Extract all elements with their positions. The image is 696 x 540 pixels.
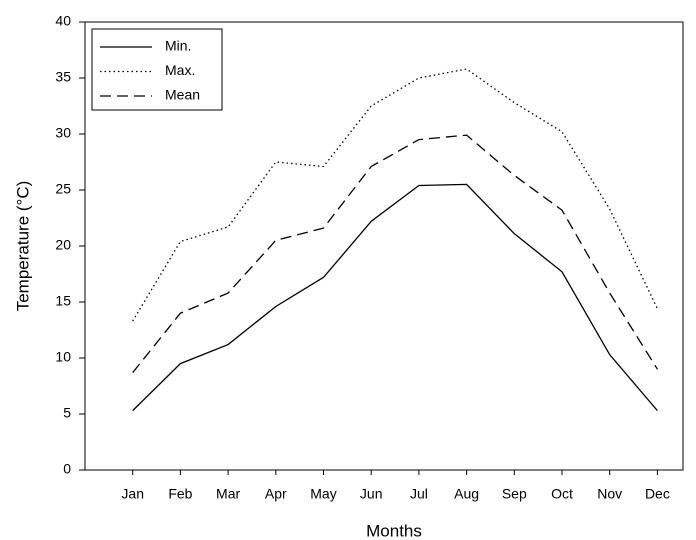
- x-tick-label: Jul: [410, 486, 428, 502]
- x-tick-label: Jun: [360, 486, 383, 502]
- y-tick-label: 15: [55, 293, 71, 309]
- y-tick-label: 5: [63, 405, 71, 421]
- y-tick-label: 10: [55, 349, 71, 365]
- x-tick-label: Sep: [502, 486, 527, 502]
- y-tick-label: 0: [63, 461, 71, 477]
- series-line: [132, 134, 658, 373]
- y-tick-label: 30: [55, 125, 71, 141]
- y-tick-label: 35: [55, 69, 71, 85]
- x-tick-label: Apr: [265, 486, 287, 502]
- series-line: [132, 68, 658, 322]
- x-tick-label: Feb: [168, 486, 192, 502]
- legend-label: Max.: [165, 62, 195, 78]
- legend-label: Mean: [165, 87, 200, 103]
- y-tick-label: 25: [55, 181, 71, 197]
- x-tick-label: Dec: [645, 486, 670, 502]
- x-tick-label: Oct: [551, 486, 573, 502]
- series-line: [132, 183, 658, 412]
- x-tick-label: May: [310, 486, 336, 502]
- y-tick-label: 40: [55, 13, 71, 29]
- y-tick-label: 20: [55, 237, 71, 253]
- legend-box: [91, 28, 223, 111]
- legend-label: Min.: [165, 38, 191, 54]
- x-tick-label: Jan: [121, 486, 144, 502]
- x-tick-label: Nov: [597, 486, 622, 502]
- x-axis-title: Months: [366, 521, 422, 540]
- x-tick-label: Mar: [216, 486, 240, 502]
- x-tick-label: Aug: [454, 486, 479, 502]
- y-axis-title: Temperature (°C): [13, 181, 32, 312]
